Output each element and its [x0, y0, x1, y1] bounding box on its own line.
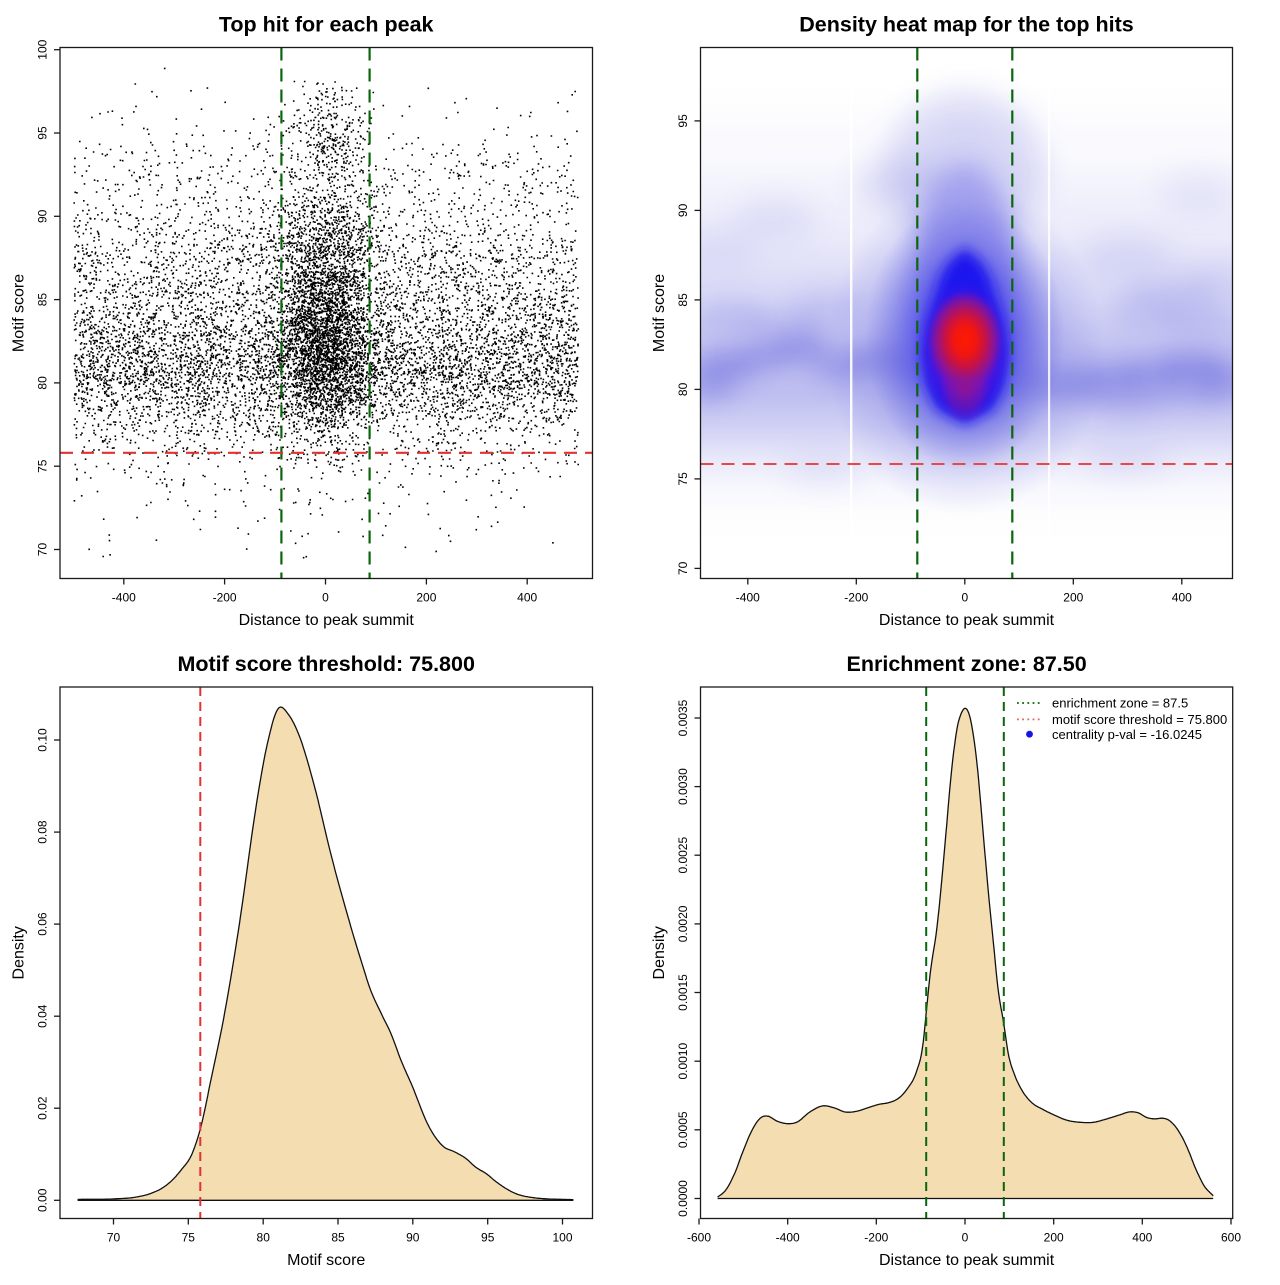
- svg-text:95: 95: [676, 114, 690, 128]
- svg-text:90: 90: [36, 209, 50, 223]
- svg-text:Motif score: Motif score: [651, 274, 668, 352]
- svg-text:400: 400: [517, 591, 537, 605]
- svg-text:0.0035: 0.0035: [676, 699, 690, 736]
- svg-text:0.06: 0.06: [36, 912, 50, 936]
- svg-text:90: 90: [676, 203, 690, 217]
- svg-text:0: 0: [961, 591, 968, 605]
- svg-text:85: 85: [676, 293, 690, 307]
- svg-text:0.0015: 0.0015: [676, 974, 690, 1011]
- svg-text:200: 200: [416, 591, 436, 605]
- svg-text:enrichment zone = 87.5: enrichment zone = 87.5: [1052, 696, 1188, 711]
- svg-text:-600: -600: [687, 1231, 711, 1245]
- svg-text:100: 100: [36, 39, 50, 59]
- svg-text:Enrichment zone: 87.50: Enrichment zone: 87.50: [847, 652, 1087, 676]
- svg-text:600: 600: [1221, 1231, 1241, 1245]
- svg-text:-400: -400: [112, 591, 136, 605]
- svg-text:0.0030: 0.0030: [676, 768, 690, 805]
- svg-text:Distance to peak summit: Distance to peak summit: [879, 612, 1055, 629]
- svg-text:Motif score threshold: 75.800: Motif score threshold: 75.800: [177, 652, 475, 676]
- svg-text:70: 70: [36, 543, 50, 557]
- svg-text:centrality p-val = -16.0245: centrality p-val = -16.0245: [1052, 727, 1202, 742]
- svg-text:100: 100: [552, 1231, 572, 1245]
- svg-text:-200: -200: [844, 591, 868, 605]
- svg-text:Density: Density: [651, 926, 668, 979]
- svg-text:85: 85: [36, 293, 50, 307]
- svg-text:0.10: 0.10: [36, 728, 50, 752]
- svg-text:0.08: 0.08: [36, 820, 50, 844]
- svg-text:80: 80: [36, 376, 50, 390]
- svg-text:Motif score: Motif score: [11, 274, 28, 352]
- svg-text:75: 75: [676, 472, 690, 486]
- svg-text:-400: -400: [736, 591, 760, 605]
- svg-text:Density: Density: [11, 926, 28, 979]
- svg-text:-200: -200: [864, 1231, 888, 1245]
- svg-text:-200: -200: [213, 591, 237, 605]
- svg-text:Top hit for each peak: Top hit for each peak: [219, 13, 434, 37]
- svg-text:75: 75: [182, 1231, 196, 1245]
- svg-text:70: 70: [107, 1231, 121, 1245]
- svg-text:200: 200: [1044, 1231, 1064, 1245]
- svg-text:Distance to peak summit: Distance to peak summit: [879, 1252, 1055, 1269]
- svg-text:0.02: 0.02: [36, 1096, 50, 1120]
- svg-text:0: 0: [322, 591, 329, 605]
- svg-text:0.00: 0.00: [36, 1188, 50, 1212]
- svg-text:85: 85: [331, 1231, 345, 1245]
- svg-text:95: 95: [36, 126, 50, 140]
- svg-text:80: 80: [257, 1231, 271, 1245]
- svg-text:0.0020: 0.0020: [676, 905, 690, 942]
- svg-text:400: 400: [1172, 591, 1192, 605]
- svg-text:Motif score: Motif score: [287, 1252, 365, 1269]
- svg-text:0.0005: 0.0005: [676, 1111, 690, 1148]
- svg-text:Distance to peak summit: Distance to peak summit: [239, 612, 415, 629]
- svg-text:motif score threshold = 75.800: motif score threshold = 75.800: [1052, 712, 1227, 727]
- svg-text:0.0000: 0.0000: [676, 1180, 690, 1217]
- svg-text:70: 70: [676, 561, 690, 575]
- svg-text:0.0010: 0.0010: [676, 1043, 690, 1080]
- svg-text:90: 90: [406, 1231, 420, 1245]
- svg-text:0.0025: 0.0025: [676, 837, 690, 874]
- svg-text:Density heat map for the top h: Density heat map for the top hits: [799, 13, 1134, 37]
- svg-text:-400: -400: [776, 1231, 800, 1245]
- svg-text:0: 0: [962, 1231, 969, 1245]
- svg-text:80: 80: [676, 382, 690, 396]
- svg-text:75: 75: [36, 459, 50, 473]
- svg-text:400: 400: [1132, 1231, 1152, 1245]
- svg-text:0.04: 0.04: [36, 1004, 50, 1028]
- svg-text:95: 95: [481, 1231, 495, 1245]
- svg-text:200: 200: [1063, 591, 1083, 605]
